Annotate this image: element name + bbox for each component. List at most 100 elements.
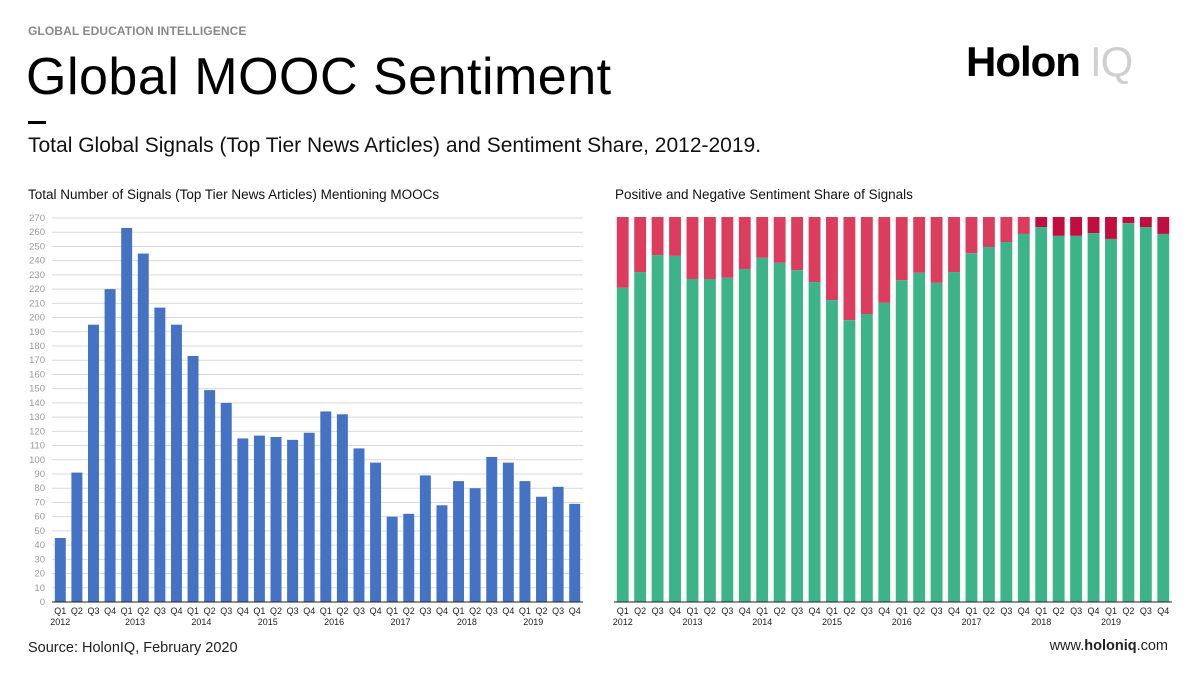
bar [436,505,448,602]
bar [204,390,216,602]
y-tick-label: 200 [29,313,45,324]
logo-wordmark: Holon [966,38,1081,85]
positive-bar-segment [982,247,995,602]
x-tick-label: Q3 [154,606,166,616]
x-tick-label: Q1 [617,606,629,616]
negative-bar-segment [878,217,891,303]
x-tick-label: Q2 [469,606,481,616]
x-tick-label: Q3 [791,606,803,616]
x-tick-label: Q2 [843,606,855,616]
y-tick-label: 240 [29,256,45,267]
bar [121,227,133,602]
page-subtitle: Total Global Signals (Top Tier News Arti… [28,134,762,157]
x-tick-label: Q3 [419,606,431,616]
x-tick-label: Q4 [104,606,116,616]
x-tick-label: Q1 [965,606,977,616]
y-tick-label: 270 [29,213,45,224]
y-tick-label: 50 [34,526,45,537]
positive-bar-segment [721,277,734,602]
y-tick-label: 0 [40,597,45,608]
positive-bar-segment [1087,233,1100,603]
x-tick-label: Q2 [270,606,282,616]
year-label: 2018 [1031,617,1051,627]
bar [71,472,83,602]
y-tick-label: 250 [29,241,45,252]
x-tick-label: Q2 [536,606,548,616]
x-tick-label: Q1 [253,606,265,616]
bar [502,462,514,602]
x-tick-label: Q2 [634,606,646,616]
positive-bar-segment [826,300,838,602]
positive-bar-segment [756,257,769,602]
x-tick-label: Q2 [983,606,995,616]
logo-iq: IQ [1089,38,1133,85]
positive-bar-segment [1139,227,1152,602]
bar [552,486,564,602]
negative-bar-segment [703,217,716,279]
y-tick-label: 210 [29,298,45,309]
negative-bar-segment [808,217,821,283]
positive-bar-segment [669,255,681,602]
year-label: 2018 [457,617,477,627]
x-tick-label: Q1 [1035,606,1047,616]
negative-bar-segment [1070,217,1083,236]
bar [88,324,99,602]
right-chart-title: Positive and Negative Sentiment Share of… [615,187,913,202]
y-tick-label: 70 [34,497,45,508]
source-note: Source: HolonIQ, February 2020 [28,640,238,656]
negative-bar-segment [965,217,978,254]
url-brand: holoniq [1084,638,1137,654]
x-tick-label: Q1 [54,606,66,616]
positive-bar-segment [1017,233,1030,602]
x-tick-label: Q4 [1018,606,1030,616]
website-link[interactable]: www.holoniq.com [1050,638,1168,654]
signals-bar-chart: 0 10 20 30 40 50 60 70 80 90 100 110 120 130 140 150 160… [29,213,583,627]
x-tick-label: Q1 [386,606,398,616]
negative-bar-segment [860,217,873,315]
url-prefix: www. [1049,638,1085,654]
bar [403,513,415,602]
y-tick-label: 140 [29,398,45,409]
positive-bar-segment [808,282,821,602]
x-tick-label: Q4 [502,606,514,616]
positive-bar-segment [791,270,804,602]
negative-bar-segment [1035,217,1048,228]
y-tick-label: 150 [29,384,45,395]
positive-bar-segment [1000,242,1013,602]
positive-bar-segment [1105,238,1117,602]
x-tick-label: Q3 [87,606,99,616]
x-tick-label: Q3 [220,606,232,616]
x-tick-label: Q4 [1157,606,1169,616]
x-tick-label: Q1 [896,606,908,616]
x-tick-label: Q1 [826,606,838,616]
x-tick-label: Q4 [237,606,249,616]
x-tick-label: Q2 [774,606,786,616]
x-tick-label: Q3 [1070,606,1082,616]
x-tick-label: Q3 [861,606,873,616]
bar [303,432,315,602]
x-tick-label: Q3 [931,606,943,616]
negative-bar-segment [1017,217,1030,234]
x-tick-label: Q2 [204,606,216,616]
bar [353,448,365,602]
negative-bar-segment [843,217,856,321]
x-tick-label: Q4 [948,606,960,616]
x-tick-label: Q2 [1053,606,1065,616]
negative-bar-segment [895,217,908,281]
y-tick-label: 20 [34,569,45,580]
negative-bar-segment [930,217,943,283]
y-tick-label: 180 [29,341,45,352]
y-tick-label: 190 [29,327,45,338]
year-label: 2017 [390,617,410,627]
positive-bar-segment [686,278,699,602]
negative-bar-segment [686,217,699,279]
negative-bar-segment [1157,217,1170,234]
negative-bar-segment [1105,217,1117,239]
y-tick-label: 30 [34,554,45,565]
x-tick-label: Q2 [336,606,348,616]
x-tick-label: Q4 [878,606,890,616]
y-tick-label: 40 [34,540,45,551]
bar [54,538,66,602]
positive-bar-segment [1052,235,1065,603]
